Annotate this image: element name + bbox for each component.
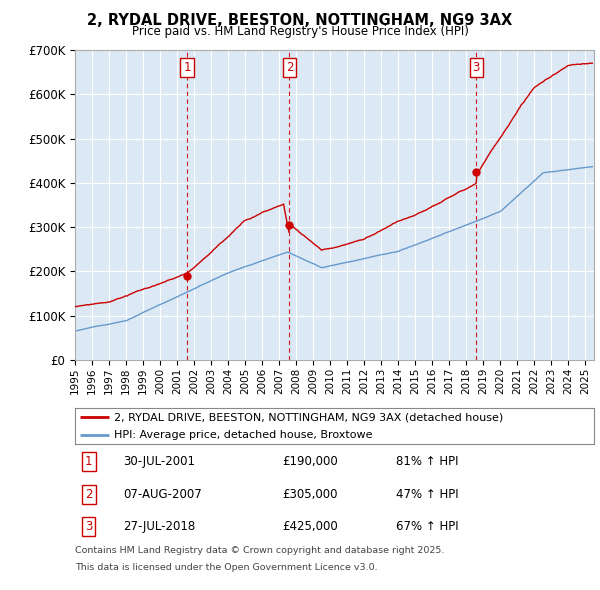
Text: 47% ↑ HPI: 47% ↑ HPI <box>396 487 458 501</box>
Text: 27-JUL-2018: 27-JUL-2018 <box>123 520 195 533</box>
Text: 07-AUG-2007: 07-AUG-2007 <box>123 487 202 501</box>
Text: £425,000: £425,000 <box>282 520 338 533</box>
Text: £305,000: £305,000 <box>282 487 337 501</box>
Text: Contains HM Land Registry data © Crown copyright and database right 2025.: Contains HM Land Registry data © Crown c… <box>75 546 445 555</box>
Text: 30-JUL-2001: 30-JUL-2001 <box>123 455 195 468</box>
Text: HPI: Average price, detached house, Broxtowe: HPI: Average price, detached house, Brox… <box>114 430 373 440</box>
Text: 3: 3 <box>85 520 92 533</box>
Text: 1: 1 <box>183 61 191 74</box>
Text: 3: 3 <box>473 61 480 74</box>
Text: 2, RYDAL DRIVE, BEESTON, NOTTINGHAM, NG9 3AX: 2, RYDAL DRIVE, BEESTON, NOTTINGHAM, NG9… <box>88 13 512 28</box>
Text: 1: 1 <box>85 455 92 468</box>
Text: 2: 2 <box>286 61 293 74</box>
Text: 2: 2 <box>85 487 92 501</box>
Text: 67% ↑ HPI: 67% ↑ HPI <box>396 520 458 533</box>
Text: 2, RYDAL DRIVE, BEESTON, NOTTINGHAM, NG9 3AX (detached house): 2, RYDAL DRIVE, BEESTON, NOTTINGHAM, NG9… <box>114 412 503 422</box>
Text: This data is licensed under the Open Government Licence v3.0.: This data is licensed under the Open Gov… <box>75 563 377 572</box>
Text: 81% ↑ HPI: 81% ↑ HPI <box>396 455 458 468</box>
Text: £190,000: £190,000 <box>282 455 338 468</box>
Text: Price paid vs. HM Land Registry's House Price Index (HPI): Price paid vs. HM Land Registry's House … <box>131 25 469 38</box>
